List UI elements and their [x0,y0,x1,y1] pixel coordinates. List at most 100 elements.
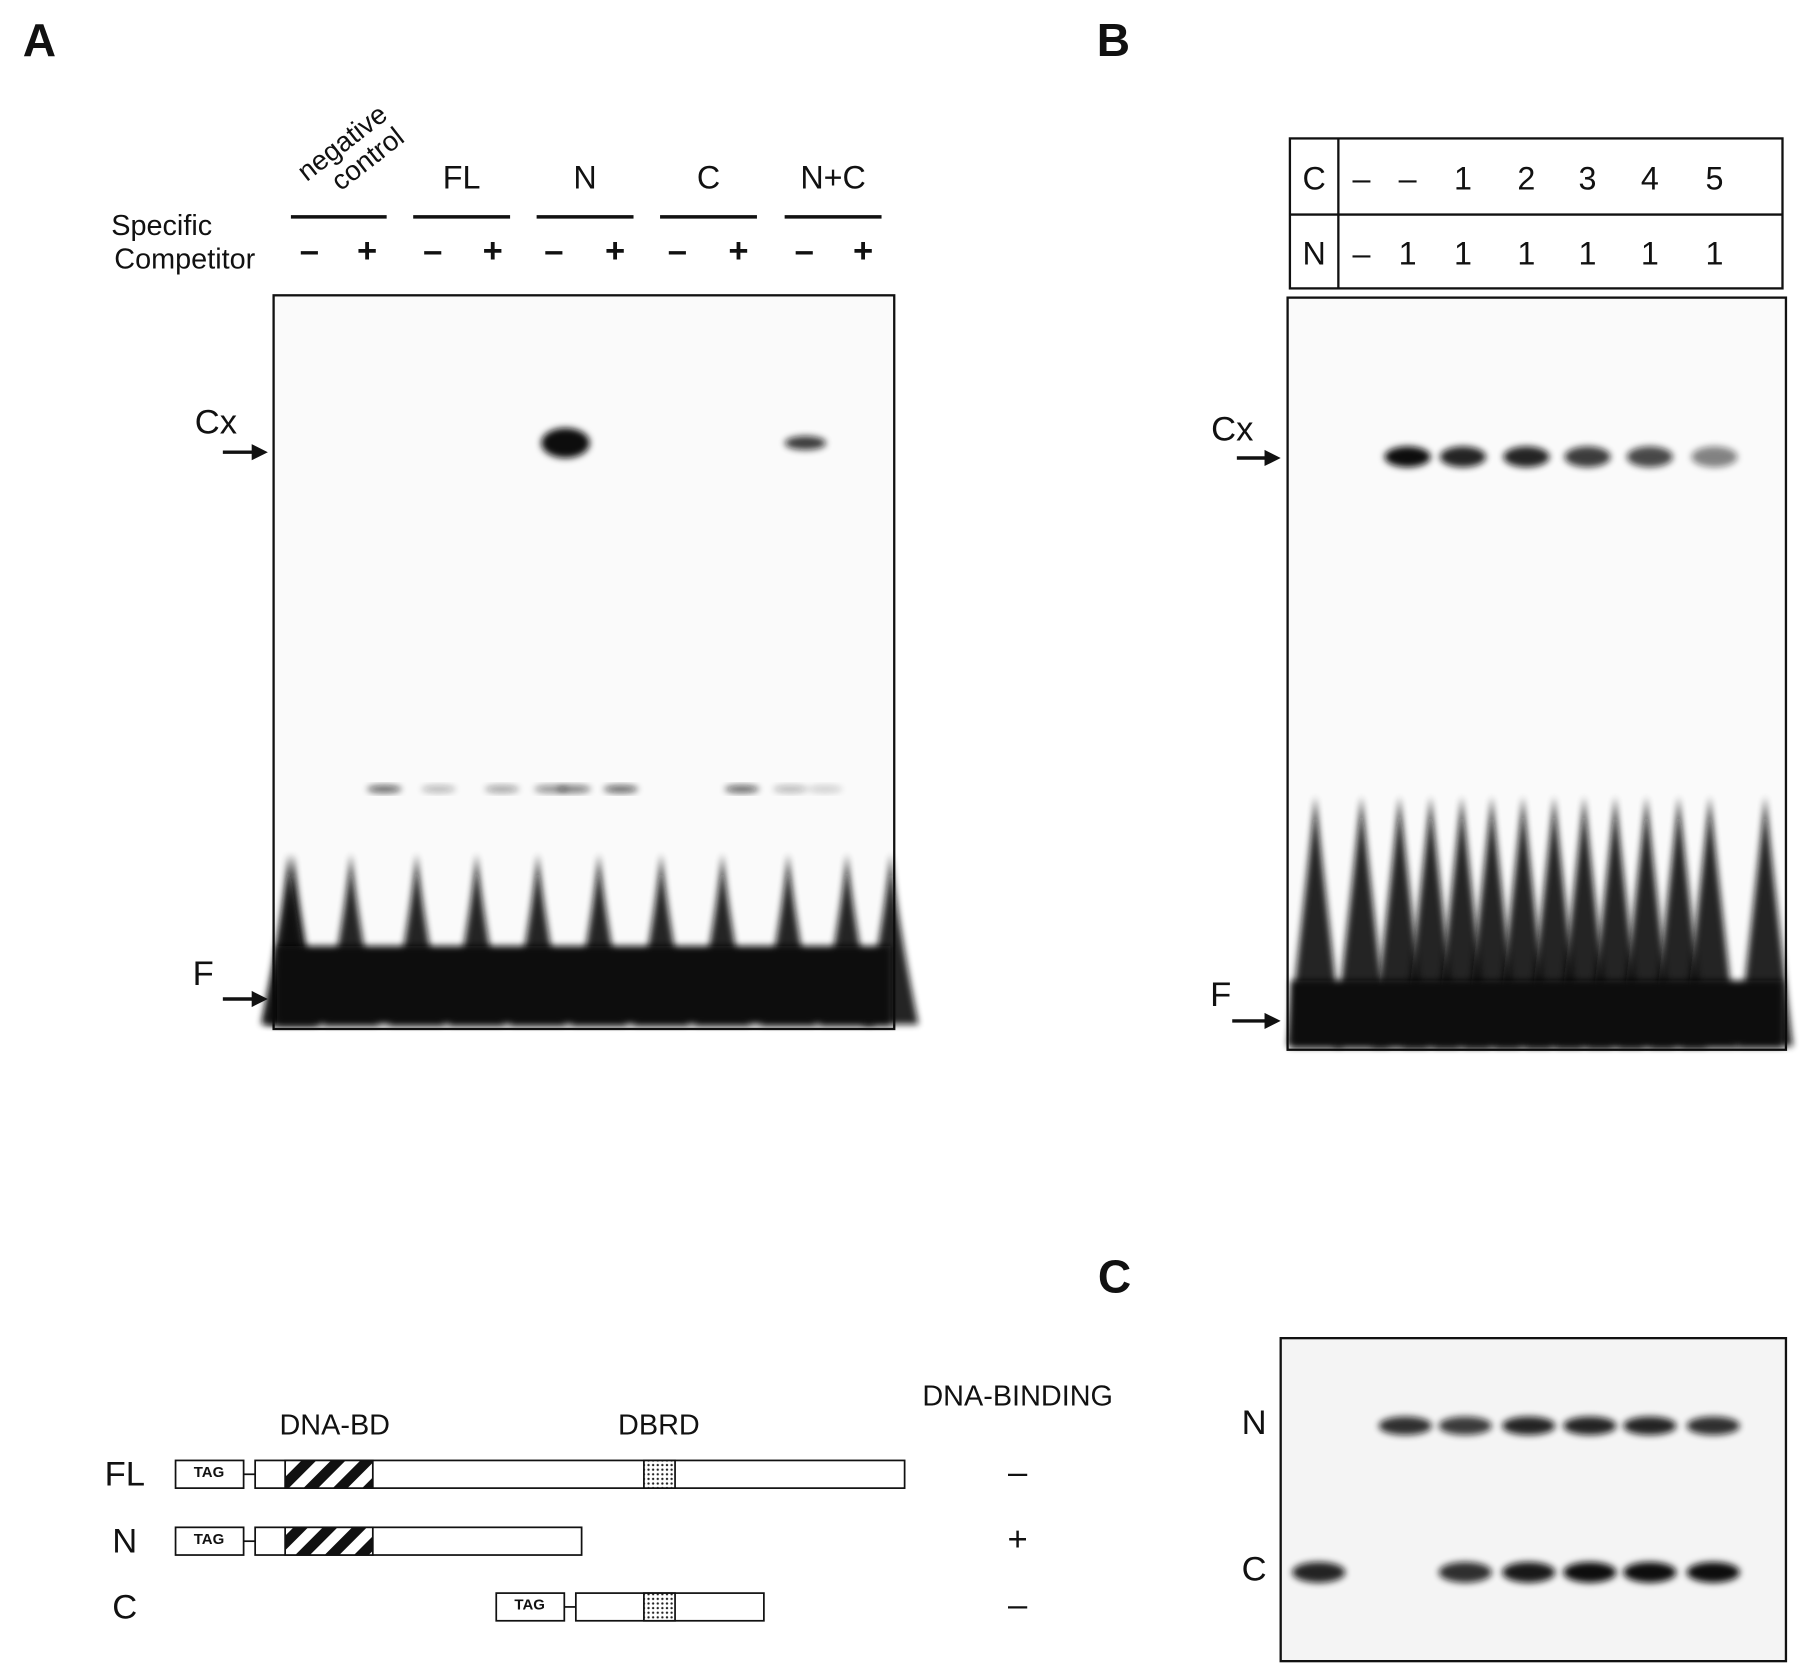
lane-value: 1 [1399,236,1417,272]
tag-label: TAG [194,1531,225,1548]
lane-value: 3 [1579,161,1597,197]
construct-name: N [112,1523,137,1561]
faint-band [603,785,639,793]
faint-band [556,785,591,793]
tag-label: TAG [514,1597,545,1614]
row-label: N [1302,236,1325,272]
complex-band [784,436,827,450]
faint-band [484,785,520,793]
lane-value: 4 [1641,161,1659,197]
smear-base [277,945,891,1025]
panel-label: B [1097,14,1130,66]
dbrd-domain [643,1459,676,1489]
lane-value: 1 [1454,161,1472,197]
lane-value: 1 [1454,236,1472,272]
band-label: Cx [195,404,237,442]
lane-sign: + [853,232,873,270]
lane-group-label: FL [443,159,481,195]
n-band [1563,1416,1617,1436]
tag-label: TAG [194,1464,225,1481]
n-band [1438,1416,1492,1436]
domain-label: DBRD [618,1410,700,1442]
complex-band [1439,446,1487,468]
domain-label: DNA-BD [279,1410,390,1442]
construct-name: C [112,1588,137,1626]
arrow-head [1264,1012,1281,1029]
lane-sign: – [795,232,814,270]
faint-band [421,785,456,793]
c-band [1292,1561,1346,1583]
blot-c [1279,1337,1788,1663]
binding-result: – [1008,1586,1028,1624]
lane-value: 1 [1517,236,1535,272]
free-probe-smear [1287,795,1793,1047]
lane-group-label: N+C [800,159,866,195]
row-label: C [1302,161,1325,197]
construct-name: FL [105,1456,145,1494]
faint-band [724,785,760,793]
n-band [1623,1416,1677,1436]
lane-value: 1 [1579,236,1597,272]
complex-band [1503,446,1550,468]
lane-sign: – [423,232,442,270]
lane-sign: + [483,232,503,270]
smear-base [1291,980,1783,1047]
lane-sign: + [605,232,625,270]
c-band [1502,1561,1556,1583]
c-band [1563,1561,1617,1583]
lane-value: 2 [1517,161,1535,197]
band-label: F [1210,976,1231,1014]
dbrd-domain [643,1592,676,1622]
complex-band [1384,446,1431,468]
binding-result: – [1008,1453,1028,1491]
lane-sign: + [728,232,748,270]
lane-value: 1 [1641,236,1659,272]
complex-band [1691,446,1738,468]
arrow-head [1264,449,1281,467]
binding-header: DNA-BINDING [922,1381,1113,1413]
lane-value: – [1399,161,1417,197]
n-band [1686,1416,1740,1436]
band-label: F [193,955,214,993]
band-label: N [1242,1404,1267,1442]
faint-band [773,785,808,793]
faint-band [807,785,843,793]
dna-bd-domain [284,1459,374,1489]
arrow-head [251,444,268,461]
lane-sign: – [668,232,687,270]
lane-group-label: C [697,159,720,195]
band-label: Cx [1211,411,1253,449]
complex-band [541,427,590,458]
competitor-label: Specific [111,210,212,242]
lane-group-label: N [573,159,596,195]
c-band [1686,1561,1740,1583]
lane-sign: + [357,232,377,270]
lane-sign: – [544,232,563,270]
gel-a [272,294,896,1031]
lane-value: – [1352,161,1370,197]
tag-box [174,1459,245,1489]
c-band [1623,1561,1677,1583]
binding-result: + [1008,1520,1028,1558]
lane-value: – [1352,236,1370,272]
complex-band [1626,446,1673,468]
band-label: C [1242,1550,1267,1588]
panel-label: C [1098,1251,1131,1303]
competitor-label: Competitor [114,243,255,275]
arrow-head [251,990,268,1008]
tag-box [174,1526,245,1556]
lane-value: 5 [1705,161,1723,197]
dna-bd-domain [284,1526,374,1556]
c-band [1438,1561,1492,1583]
n-band [1502,1416,1556,1436]
free-probe-smear [260,853,919,1025]
n-band [1378,1416,1432,1436]
panel-label: A [23,14,56,66]
complex-band [1564,446,1611,468]
lane-value: 1 [1705,236,1723,272]
faint-band [367,785,402,793]
tag-box [495,1592,566,1622]
lane-sign: – [300,232,319,270]
